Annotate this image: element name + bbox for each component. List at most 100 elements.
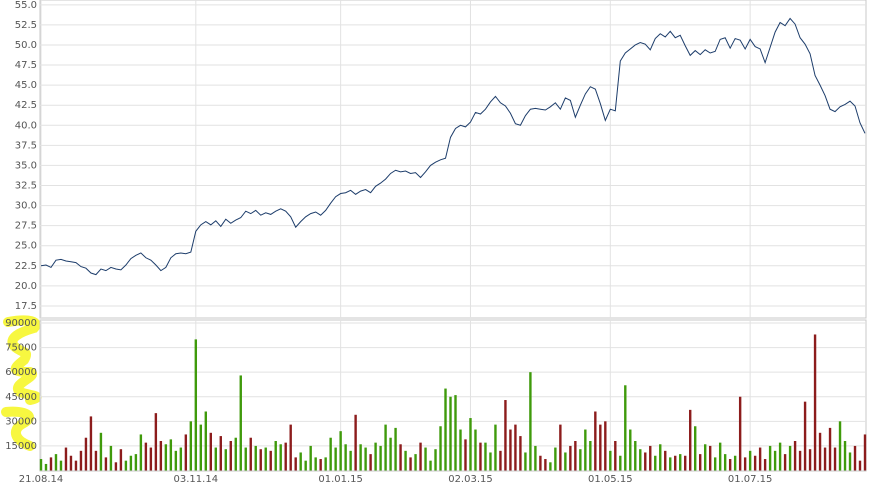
volume-bar bbox=[109, 445, 113, 471]
y-tick-label: 90000 bbox=[5, 318, 37, 329]
y-tick-label: 45000 bbox=[5, 392, 37, 403]
y-tick-label: 37.5 bbox=[15, 140, 37, 151]
y-tick-label: 52.5 bbox=[15, 20, 37, 31]
volume-bar bbox=[708, 445, 712, 471]
volume-bar bbox=[614, 441, 617, 471]
volume-bar bbox=[549, 462, 552, 471]
volume-bar bbox=[609, 450, 612, 471]
volume-bar bbox=[489, 452, 492, 471]
volume-bar bbox=[699, 454, 702, 471]
volume-bar bbox=[499, 450, 502, 471]
volume-bar bbox=[728, 459, 732, 471]
volume-bar bbox=[619, 455, 622, 471]
volume-bar bbox=[544, 459, 547, 471]
y-tick-label: 30000 bbox=[5, 416, 37, 427]
volume-bar bbox=[594, 411, 597, 471]
volume-bar bbox=[114, 462, 118, 471]
y-tick-label: 45.0 bbox=[15, 80, 37, 91]
volume-bar bbox=[589, 441, 592, 471]
volume-bar bbox=[524, 452, 527, 471]
volume-bar bbox=[134, 454, 138, 471]
volume-bar bbox=[713, 457, 717, 471]
volume-bar bbox=[284, 442, 287, 471]
volume-bar bbox=[449, 396, 452, 471]
volume-bar bbox=[778, 442, 782, 471]
volume-bar bbox=[833, 447, 837, 471]
volume-bar bbox=[289, 424, 292, 471]
volume-bar bbox=[554, 447, 557, 471]
volume-bar bbox=[354, 414, 357, 471]
volume-bar bbox=[689, 409, 692, 471]
volume-bar bbox=[299, 452, 302, 471]
volume-bar bbox=[99, 432, 103, 471]
volume-bar bbox=[863, 434, 867, 471]
volume-bar bbox=[753, 455, 757, 471]
volume-bar bbox=[694, 426, 697, 471]
x-tick-label: 21.08.14 bbox=[19, 474, 64, 485]
volume-bar bbox=[773, 450, 777, 471]
y-tick-label: 75000 bbox=[5, 343, 37, 354]
volume-bar bbox=[604, 421, 607, 471]
volume-bar bbox=[504, 400, 507, 471]
volume-bar bbox=[94, 450, 98, 471]
volume-bar bbox=[209, 432, 212, 471]
volume-bar bbox=[274, 441, 277, 471]
volume-bar bbox=[684, 455, 687, 471]
volume-bar bbox=[763, 459, 767, 471]
volume-bar bbox=[44, 463, 48, 471]
volume-bar bbox=[534, 445, 537, 471]
volume-bar bbox=[783, 454, 787, 471]
volume-bar bbox=[219, 436, 222, 471]
volume-bar bbox=[404, 450, 407, 471]
volume-bar bbox=[129, 455, 133, 471]
volume-bar bbox=[334, 447, 337, 471]
volume-bar bbox=[494, 424, 497, 471]
volume-bar bbox=[828, 427, 832, 471]
volume-bar bbox=[509, 429, 512, 471]
x-tick-label: 02.03.15 bbox=[448, 474, 493, 485]
volume-bar bbox=[574, 441, 577, 471]
volume-bar bbox=[444, 388, 447, 471]
volume-bar bbox=[813, 334, 817, 471]
y-tick-label: 20.0 bbox=[15, 281, 37, 292]
volume-bar bbox=[564, 452, 567, 471]
volume-bar bbox=[144, 442, 148, 471]
volume-bar bbox=[519, 436, 522, 471]
volume-bar bbox=[818, 432, 822, 471]
volume-bar bbox=[629, 429, 632, 471]
volume-bar bbox=[49, 457, 53, 471]
highlight-stroke bbox=[1, 315, 42, 451]
volume-bar bbox=[424, 447, 427, 471]
volume-bar bbox=[718, 442, 722, 471]
volume-bar bbox=[514, 424, 517, 471]
volume-bar bbox=[529, 372, 532, 471]
volume-bar bbox=[184, 434, 188, 471]
volume-bar bbox=[853, 445, 857, 471]
volume-bar bbox=[479, 442, 482, 471]
volume-bar bbox=[848, 452, 852, 471]
x-tick-label: 01.01.15 bbox=[318, 474, 363, 485]
highlight-scribble bbox=[1, 315, 42, 451]
volume-bar bbox=[429, 460, 432, 471]
volume-bar bbox=[539, 455, 542, 471]
volume-bar bbox=[384, 424, 387, 471]
volume-bar bbox=[803, 401, 807, 471]
volume-bar bbox=[409, 457, 412, 471]
volume-bar bbox=[579, 449, 582, 471]
y-tick-label: 17.5 bbox=[15, 301, 37, 312]
volume-bar bbox=[639, 449, 642, 471]
volume-bar bbox=[434, 449, 437, 471]
volume-bar bbox=[624, 385, 627, 471]
volume-bar bbox=[164, 444, 168, 471]
volume-bar bbox=[314, 457, 317, 471]
volume-bar bbox=[79, 450, 83, 471]
volume-bar bbox=[269, 450, 272, 471]
volume-panel bbox=[39, 319, 867, 472]
volume-bar bbox=[249, 437, 252, 471]
volume-bar bbox=[788, 445, 792, 471]
volume-bar bbox=[644, 452, 647, 471]
y-tick-label: 15000 bbox=[5, 441, 37, 452]
volume-bar bbox=[394, 427, 397, 471]
y-tick-label: 47.5 bbox=[15, 60, 37, 71]
